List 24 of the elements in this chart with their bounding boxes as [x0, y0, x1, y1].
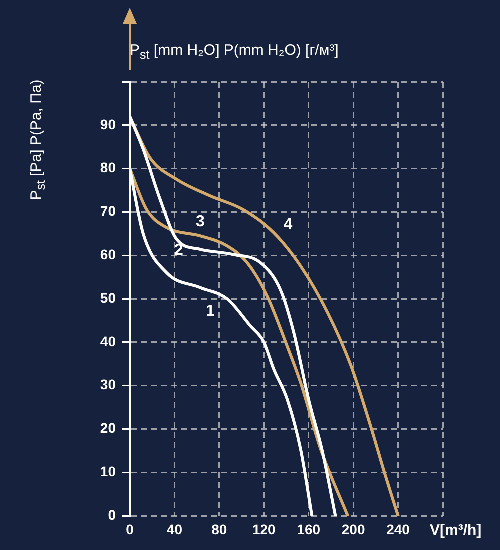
chart-title: P$_{st}$ [mm H₂O] P(mm H₂O) [г/м³] — [130, 42, 339, 62]
x-tick-label: 240 — [386, 521, 410, 538]
x-tick-label: 200 — [342, 521, 366, 538]
y-tick-label: 30 — [100, 376, 116, 393]
y-tick-label: 0 — [108, 506, 116, 523]
y-tick-label: 90 — [100, 116, 116, 132]
y-tick-label: 70 — [100, 203, 116, 220]
x-axis-title: V[m³/h] — [430, 522, 482, 539]
series-label: 2 — [174, 242, 184, 259]
y-tick-label: 80 — [100, 160, 116, 176]
y-tick-label: 10 — [100, 463, 116, 480]
x-tick-label: 0 — [126, 521, 134, 538]
y-tick-label: 50 — [100, 290, 116, 306]
series-label: 4 — [284, 216, 293, 234]
x-tick-label: 120 — [252, 521, 276, 538]
series-label: 1 — [206, 303, 215, 320]
y-tick-label: 20 — [100, 420, 116, 436]
x-tick-label: 160 — [297, 521, 321, 538]
series-label: 3 — [196, 213, 205, 230]
y-tick-label: 60 — [100, 246, 116, 262]
x-tick-label: 80 — [212, 521, 228, 538]
line-series — [130, 167, 350, 516]
y-tick-label: 40 — [100, 333, 116, 350]
x-tick-label: 40 — [166, 521, 183, 538]
